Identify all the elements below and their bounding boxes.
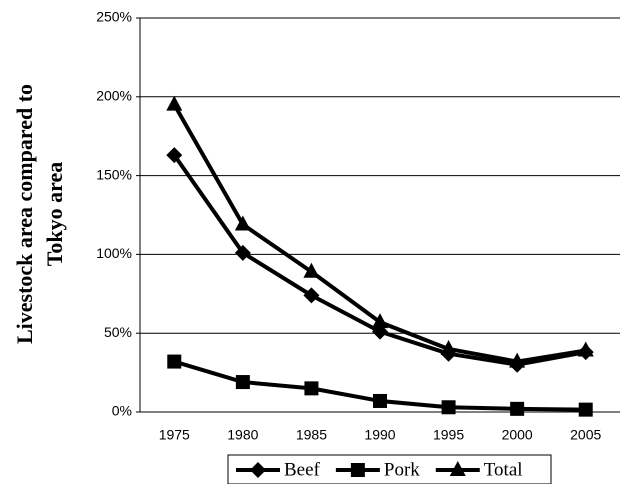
- marker: [509, 352, 526, 368]
- marker: [373, 393, 387, 408]
- marker: [167, 354, 182, 369]
- marker: [350, 463, 365, 477]
- marker: [440, 339, 457, 355]
- y-tick-label: 100%: [96, 245, 132, 261]
- x-tick-label: 1990: [364, 427, 395, 443]
- y-tick-label: 200%: [96, 88, 132, 104]
- marker: [449, 461, 466, 476]
- marker: [577, 341, 594, 357]
- y-tick-label: 150%: [96, 166, 132, 182]
- legend-label: Beef: [284, 459, 321, 480]
- x-tick-label: 1995: [433, 427, 464, 443]
- marker: [510, 401, 525, 416]
- marker: [250, 462, 266, 478]
- marker: [578, 402, 593, 417]
- x-tick-label: 1980: [227, 427, 258, 443]
- marker: [235, 375, 250, 390]
- x-tick-label: 2000: [502, 427, 533, 443]
- marker: [166, 147, 183, 164]
- y-axis-label: Livestock area compared to: [12, 84, 37, 344]
- marker: [372, 313, 388, 329]
- x-tick-label: 1985: [296, 427, 327, 443]
- y-axis-label: Tokyo area: [42, 162, 67, 267]
- marker: [166, 95, 183, 111]
- y-tick-label: 50%: [104, 324, 132, 340]
- x-tick-label: 1975: [159, 427, 190, 443]
- x-tick-label: 2005: [570, 427, 601, 443]
- marker: [304, 381, 319, 396]
- marker: [441, 400, 456, 415]
- legend-label: Pork: [384, 459, 420, 480]
- y-tick-label: 250%: [96, 9, 132, 25]
- legend-label: Total: [484, 459, 523, 480]
- marker: [234, 244, 251, 261]
- y-tick-label: 0%: [112, 403, 132, 419]
- marker: [303, 287, 320, 304]
- marker: [303, 262, 320, 278]
- marker: [234, 215, 251, 231]
- legend-box: [227, 454, 552, 484]
- legend: Beef Pork Total: [227, 454, 552, 484]
